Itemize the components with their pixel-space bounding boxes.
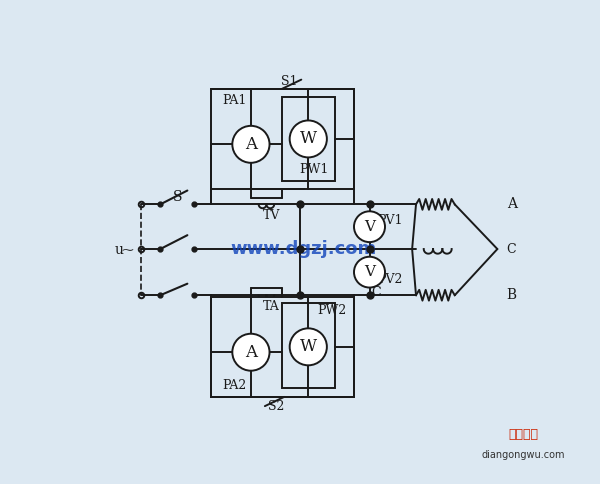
Text: A: A [245,136,257,153]
Text: C: C [506,242,516,256]
Text: V: V [364,220,375,234]
Text: W: W [300,338,317,355]
Circle shape [354,212,385,242]
Bar [211,297,354,397]
Bar [282,303,335,388]
Circle shape [290,121,327,157]
Text: PV2: PV2 [377,273,403,287]
Text: PV1: PV1 [377,214,403,227]
Text: TV: TV [262,209,280,222]
Text: TA: TA [263,300,280,313]
Bar [211,89,354,189]
Circle shape [232,126,269,163]
Circle shape [354,257,385,287]
Text: S: S [173,190,182,204]
Text: A: A [245,344,257,361]
Text: PW2: PW2 [317,304,346,317]
Text: ~: ~ [121,241,134,257]
Text: 电工之屋: 电工之屋 [509,428,539,441]
Text: PW1: PW1 [299,163,328,176]
Text: diangongwu.com: diangongwu.com [482,450,565,460]
Text: PA2: PA2 [222,379,247,392]
Text: C: C [371,286,380,299]
Text: B: B [506,288,517,302]
Text: S2: S2 [268,400,284,413]
Circle shape [290,328,327,365]
Bar [282,97,335,182]
Text: A: A [506,197,517,212]
Text: u: u [115,243,124,257]
Text: PA1: PA1 [222,94,247,107]
Text: www.dgzj.com: www.dgzj.com [230,240,377,258]
Text: S1: S1 [281,75,298,88]
Text: V: V [364,265,375,279]
Circle shape [232,334,269,371]
Text: W: W [300,130,317,148]
